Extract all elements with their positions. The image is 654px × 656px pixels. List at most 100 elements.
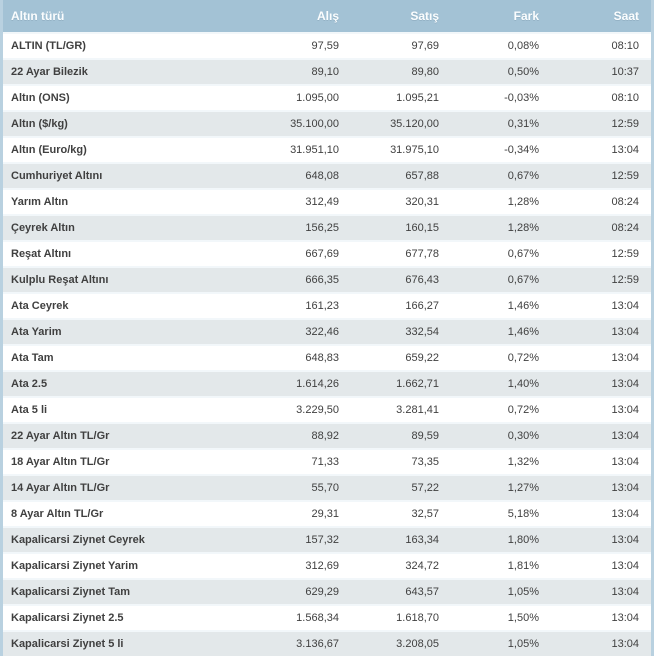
cell-satis: 1.662,71 [351,370,451,397]
column-header-satis: Satış [351,0,451,33]
table-body: ALTIN (TL/GR) 97,59 97,69 0,08% 08:10 22 Ayar… [3,32,651,656]
cell-name: Altın (ONS) [3,84,251,111]
cell-alis: 156,25 [251,214,351,241]
cell-name: Çeyrek Altın [3,214,251,241]
cell-satis: 657,88 [351,162,451,189]
cell-fark: 1,32% [451,448,551,475]
cell-saat: 13:04 [551,604,651,631]
cell-fark: 0,67% [451,162,551,189]
cell-satis: 643,57 [351,578,451,605]
cell-saat: 13:04 [551,448,651,475]
cell-name: Ata Tam [3,344,251,371]
cell-name: Kapalicarsi Ziynet Tam [3,578,251,605]
cell-alis: 1.614,26 [251,370,351,397]
cell-fark: 1,50% [451,604,551,631]
cell-satis: 332,54 [351,318,451,345]
cell-saat: 13:04 [551,292,651,319]
table-row: Altın (ONS) 1.095,00 1.095,21 -0,03% 08:10 [3,84,651,111]
table-row: Ata Ceyrek 161,23 166,27 1,46% 13:04 [3,292,651,319]
cell-fark: 5,18% [451,500,551,527]
cell-name: 14 Ayar Altın TL/Gr [3,474,251,501]
cell-satis: 32,57 [351,500,451,527]
table-row: Ata 2.5 1.614,26 1.662,71 1,40% 13:04 [3,370,651,397]
table-row: Reşat Altını 667,69 677,78 0,67% 12:59 [3,240,651,267]
cell-satis: 89,80 [351,58,451,85]
cell-fark: 1,40% [451,370,551,397]
cell-alis: 161,23 [251,292,351,319]
cell-alis: 89,10 [251,58,351,85]
table-row: Kapalicarsi Ziynet Tam 629,29 643,57 1,05% 1… [3,578,651,605]
cell-saat: 08:10 [551,32,651,59]
cell-satis: 163,34 [351,526,451,553]
cell-name: Yarım Altın [3,188,251,215]
cell-alis: 29,31 [251,500,351,527]
cell-satis: 3.208,05 [351,630,451,656]
cell-fark: 1,28% [451,188,551,215]
table-row: Kulplu Reşat Altını 666,35 676,43 0,67% 12:5… [3,266,651,293]
cell-name: Kapalicarsi Ziynet Ceyrek [3,526,251,553]
cell-saat: 13:04 [551,136,651,163]
cell-alis: 322,46 [251,318,351,345]
table-row: Kapalicarsi Ziynet Yarim 312,69 324,72 1,81… [3,552,651,579]
cell-satis: 97,69 [351,32,451,59]
cell-name: Kulplu Reşat Altını [3,266,251,293]
table-row: Çeyrek Altın 156,25 160,15 1,28% 08:24 [3,214,651,241]
cell-name: Kapalicarsi Ziynet 5 li [3,630,251,656]
table-row: 8 Ayar Altın TL/Gr 29,31 32,57 5,18% 13:04 [3,500,651,527]
cell-fark: 0,31% [451,110,551,137]
table-row: Altın ($/kg) 35.100,00 35.120,00 0,31% 12:59 [3,110,651,137]
cell-saat: 12:59 [551,110,651,137]
cell-name: 18 Ayar Altın TL/Gr [3,448,251,475]
cell-name: Ata Yarim [3,318,251,345]
cell-alis: 3.229,50 [251,396,351,423]
cell-saat: 13:04 [551,422,651,449]
header-row: Altın türü Alış Satış Fark Saat [3,0,651,33]
cell-satis: 31.975,10 [351,136,451,163]
cell-name: Reşat Altını [3,240,251,267]
cell-saat: 08:10 [551,84,651,111]
cell-fark: 0,67% [451,266,551,293]
cell-name: ALTIN (TL/GR) [3,32,251,59]
cell-fark: 1,80% [451,526,551,553]
cell-fark: 1,46% [451,318,551,345]
table-row: 18 Ayar Altın TL/Gr 71,33 73,35 1,32% 13:04 [3,448,651,475]
cell-saat: 08:24 [551,214,651,241]
cell-name: Ata 5 li [3,396,251,423]
column-header-saat: Saat [551,0,651,33]
cell-fark: 1,05% [451,578,551,605]
cell-saat: 13:04 [551,578,651,605]
cell-name: Ata 2.5 [3,370,251,397]
cell-satis: 1.618,70 [351,604,451,631]
table-row: 14 Ayar Altın TL/Gr 55,70 57,22 1,27% 13:04 [3,474,651,501]
cell-saat: 13:04 [551,396,651,423]
table-row: ALTIN (TL/GR) 97,59 97,69 0,08% 08:10 [3,32,651,59]
cell-alis: 667,69 [251,240,351,267]
cell-alis: 97,59 [251,32,351,59]
cell-fark: 0,30% [451,422,551,449]
cell-saat: 08:24 [551,188,651,215]
cell-satis: 73,35 [351,448,451,475]
cell-saat: 13:04 [551,526,651,553]
cell-satis: 320,31 [351,188,451,215]
cell-satis: 677,78 [351,240,451,267]
cell-alis: 71,33 [251,448,351,475]
column-header-alis: Alış [251,0,351,33]
cell-name: Kapalicarsi Ziynet 2.5 [3,604,251,631]
cell-name: 22 Ayar Bilezik [3,58,251,85]
table-row: Kapalicarsi Ziynet 2.5 1.568,34 1.618,70 1,… [3,604,651,631]
cell-saat: 12:59 [551,266,651,293]
cell-fark: 0,67% [451,240,551,267]
cell-fark: 1,05% [451,630,551,656]
table-row: Kapalicarsi Ziynet Ceyrek 157,32 163,34 1,8… [3,526,651,553]
cell-alis: 88,92 [251,422,351,449]
cell-alis: 157,32 [251,526,351,553]
cell-alis: 312,69 [251,552,351,579]
cell-fark: 0,72% [451,396,551,423]
cell-fark: 0,72% [451,344,551,371]
cell-saat: 10:37 [551,58,651,85]
cell-alis: 1.568,34 [251,604,351,631]
cell-alis: 648,08 [251,162,351,189]
cell-alis: 3.136,67 [251,630,351,656]
cell-satis: 57,22 [351,474,451,501]
